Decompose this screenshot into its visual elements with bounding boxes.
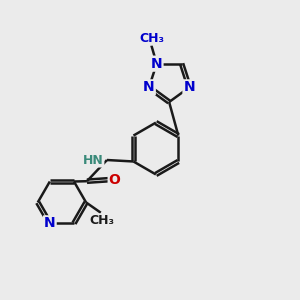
Text: CH₃: CH₃ bbox=[90, 214, 115, 227]
Text: N: N bbox=[184, 80, 195, 94]
Text: N: N bbox=[44, 216, 56, 230]
Text: O: O bbox=[109, 173, 121, 187]
Text: CH₃: CH₃ bbox=[139, 32, 164, 44]
Text: HN: HN bbox=[83, 154, 104, 166]
Text: N: N bbox=[151, 57, 163, 71]
Text: N: N bbox=[143, 80, 155, 94]
